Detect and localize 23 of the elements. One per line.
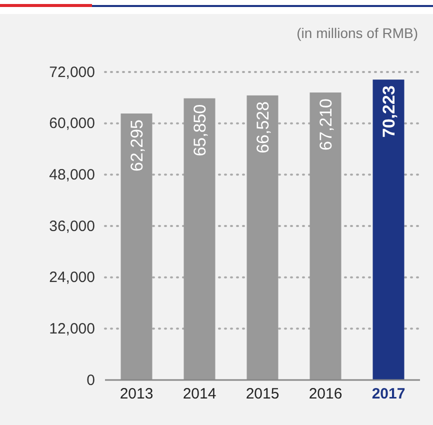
bar <box>184 98 216 380</box>
text: (in millions of RMB) <box>296 25 418 41</box>
bar <box>372 80 404 380</box>
x-tick-label: 2017 <box>372 386 406 403</box>
y-tick-label: 60,000 <box>49 115 95 132</box>
data-label: 62,295 <box>128 120 146 172</box>
data-label: 67,210 <box>316 98 336 150</box>
bar <box>310 92 342 380</box>
data-label: 70,223 <box>380 86 398 138</box>
data-label: 66,528 <box>254 101 272 154</box>
x-tick-label: 2016 <box>308 386 342 403</box>
x-tick-label: 2015 <box>246 386 280 403</box>
y-tick-label: 48,000 <box>49 166 95 184</box>
data-label: 65,850 <box>190 104 210 156</box>
x-tick-label: 2014 <box>182 386 216 403</box>
bar <box>120 114 152 380</box>
y-tick-label: 72,000 <box>49 64 95 81</box>
y-tick-label: 12,000 <box>49 320 95 338</box>
y-tick-label: 24,000 <box>49 269 95 286</box>
y-tick-label: 0 <box>86 372 95 389</box>
x-tick-label: 2013 <box>120 386 154 403</box>
y-tick-label: 36,000 <box>49 218 95 235</box>
bar <box>246 95 278 380</box>
